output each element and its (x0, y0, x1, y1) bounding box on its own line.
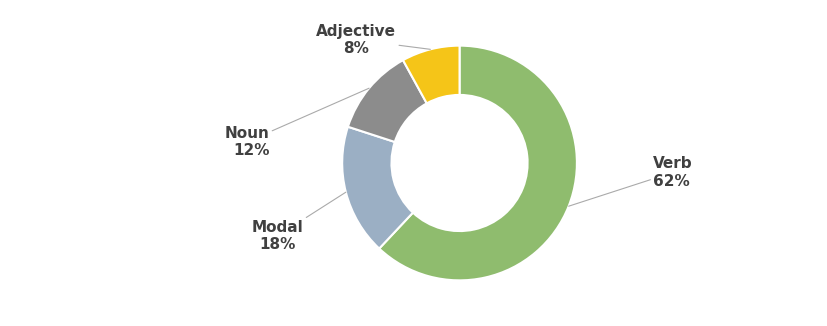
Wedge shape (342, 127, 413, 248)
Text: Noun
12%: Noun 12% (224, 88, 369, 158)
Wedge shape (403, 46, 459, 103)
Wedge shape (347, 60, 426, 142)
Text: Modal
18%: Modal 18% (251, 192, 346, 252)
Text: Adjective
8%: Adjective 8% (316, 23, 430, 56)
Text: Verb
62%: Verb 62% (568, 156, 692, 206)
Wedge shape (379, 46, 576, 280)
